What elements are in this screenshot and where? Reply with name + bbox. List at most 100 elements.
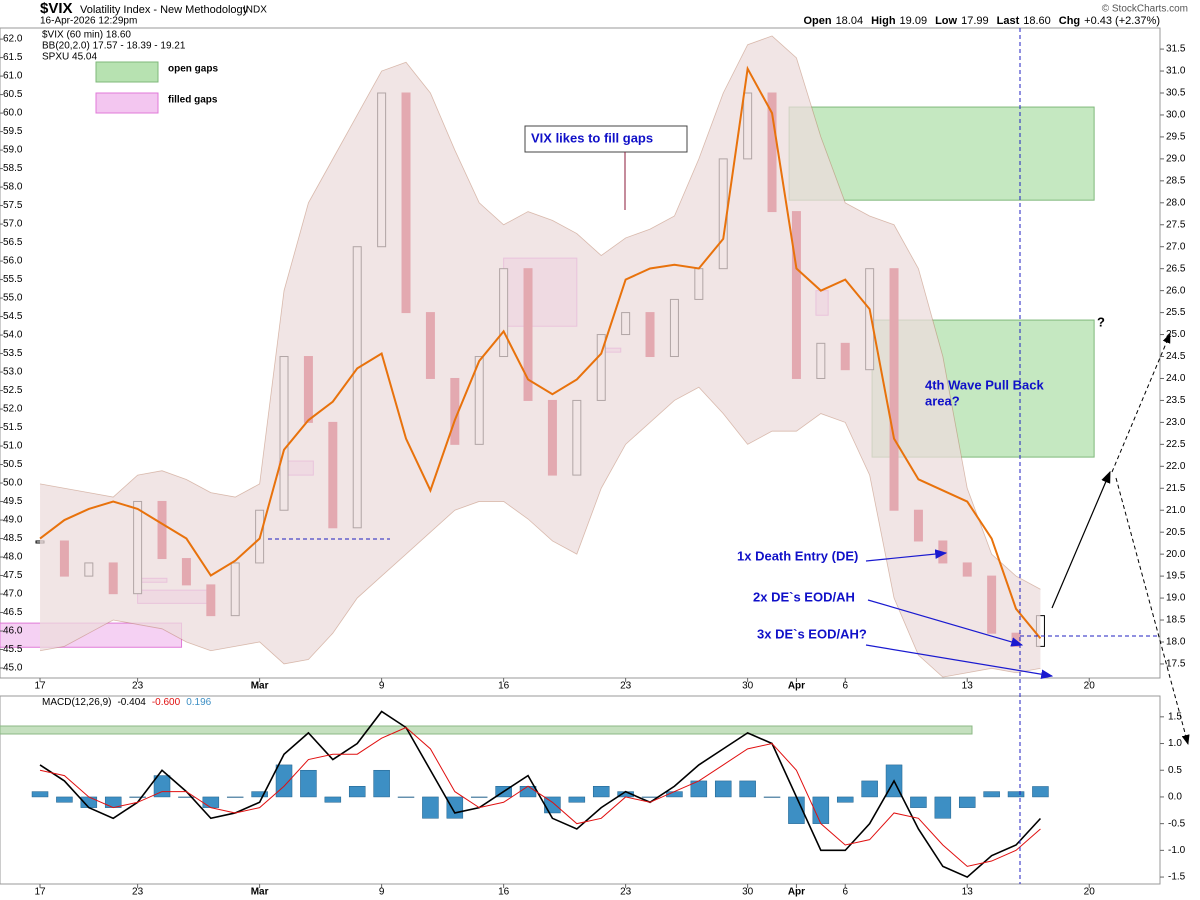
y-tick-label: 50.0 [3,478,23,489]
symbol: $VIX [40,0,73,17]
y-tick-label: 59.5 [3,126,23,137]
histogram-bar [251,791,268,798]
y-tick-label: 54.0 [3,330,23,341]
date: 16-Apr-2026 12:29pm [40,16,137,27]
annotations: VIX likes to fill gaps 4th Wave Pull Bac… [524,125,1190,745]
macd-header: MACD(12,26,9) -0.404 -0.600 0.196 [42,697,212,708]
macd-value: -0.404 [117,697,146,708]
y-tick-label: 48.0 [3,552,23,563]
y-tick-label: 0.0 [1168,792,1182,803]
gap-box [788,106,1095,201]
x-tick-label: 16 [498,681,510,692]
x-tick-label: 23 [620,887,632,898]
x-tick-label: 13 [962,681,974,692]
y-tick-label: -0.5 [1168,818,1186,829]
histogram-value: 0.196 [186,697,211,708]
y-tick-label: 51.0 [3,441,23,452]
y-tick-label: 50.5 [3,459,23,470]
x-tick-label: Mar [251,681,269,692]
histogram-bar [592,786,610,798]
histogram-bar [275,764,293,798]
legend-entry: $VIX (60 min) 18.60 [42,30,131,41]
histogram-bar [763,796,781,798]
y-tick-label: 1.0 [1168,738,1182,749]
x-tick-label: 23 [132,681,144,692]
y-tick-label: 55.0 [3,293,23,304]
y-tick-label: 54.5 [3,311,23,322]
y2-tick-label: 27.0 [1166,241,1186,252]
histogram-bar [519,786,537,798]
histogram-bar [324,796,342,803]
macd-frame [0,695,1161,885]
y2-tick-label: 17.5 [1166,659,1186,670]
y-tick-label: 53.5 [3,348,23,359]
y-tick-label: 45.5 [3,644,23,655]
instrument-name: Volatility Index - New Methodology [80,4,249,16]
histogram-bar [836,796,854,803]
macd-line [39,726,1041,867]
y2-tick-label: 22.0 [1166,461,1186,472]
y-tick-label: 47.5 [3,570,23,581]
histogram-bar [568,796,586,803]
histogram-bar [202,796,220,808]
y-tick-label: 1.5 [1168,711,1182,722]
arrow [865,549,948,562]
histogram-bar [1007,791,1025,798]
histogram-bar [348,786,366,798]
x-tick-label: Apr [788,887,805,898]
y2-tick-label: 30.0 [1166,110,1186,121]
histogram-bar [983,791,1000,798]
y-tick-label: 48.5 [3,533,23,544]
quote-value: 18.60 [1023,15,1051,27]
y2-tick-label: 21.5 [1166,483,1186,494]
arrow [867,599,1024,647]
quote-value: 19.09 [900,15,928,27]
histogram-bar [56,796,73,803]
legend-entry: SPXU 45.04 [42,52,97,63]
x-tick-label: 17 [34,681,46,692]
histogram-bar [958,796,976,808]
x-tick-label: 13 [962,887,974,898]
histogram-bar [861,780,878,798]
quote-label: Last [997,15,1020,27]
y2-tick-label: 19.5 [1166,571,1186,582]
x-tick-label: 30 [742,887,754,898]
x-tick-label: 23 [620,681,632,692]
quote-label: High [871,15,896,27]
histogram-bar [934,796,952,819]
y-tick-label: 47.0 [3,589,23,600]
credit: © StockCharts.com [1102,4,1188,15]
y-tick-label: 60.0 [3,108,23,119]
y2-tick-label: 23.0 [1166,417,1186,428]
y-tick-label: 46.5 [3,607,23,618]
y2-tick-label: 24.5 [1166,351,1186,362]
y-tick-label: 49.0 [3,515,23,526]
histogram-bar [226,796,244,798]
y-tick-label: 56.5 [3,237,23,248]
quote-value: 17.99 [961,15,989,27]
annotation: 3x DE`s EOD/AH? [757,626,867,641]
y2-tick-label: 18.0 [1166,637,1186,648]
y2-tick-label: 25.5 [1166,307,1186,318]
annotation: 1x Death Entry (DE) [737,548,858,563]
y2-tick-label: 29.5 [1166,132,1186,143]
y-tick-label: 51.5 [3,422,23,433]
y-tick-label: 58.5 [3,163,23,174]
histogram-bar [470,796,488,798]
x-tick-label: 20 [1084,887,1096,898]
y-tick-label: 49.5 [3,496,23,507]
histogram-bar [544,796,561,814]
y2-tick-label: 23.5 [1166,395,1186,406]
bollinger-lower [39,386,1041,678]
y2-tick-label: 29.0 [1166,154,1186,165]
legend-label: open gaps [168,64,218,75]
main-frame [0,27,1161,679]
annotation: ? [1097,314,1105,329]
macd-title: MACD(12,26,9) [42,697,111,708]
y2-tick-label: 20.5 [1166,527,1186,538]
note-box [524,125,688,153]
histogram-bar [397,796,415,798]
legend-swatch [95,92,159,114]
arrow [1051,470,1111,609]
